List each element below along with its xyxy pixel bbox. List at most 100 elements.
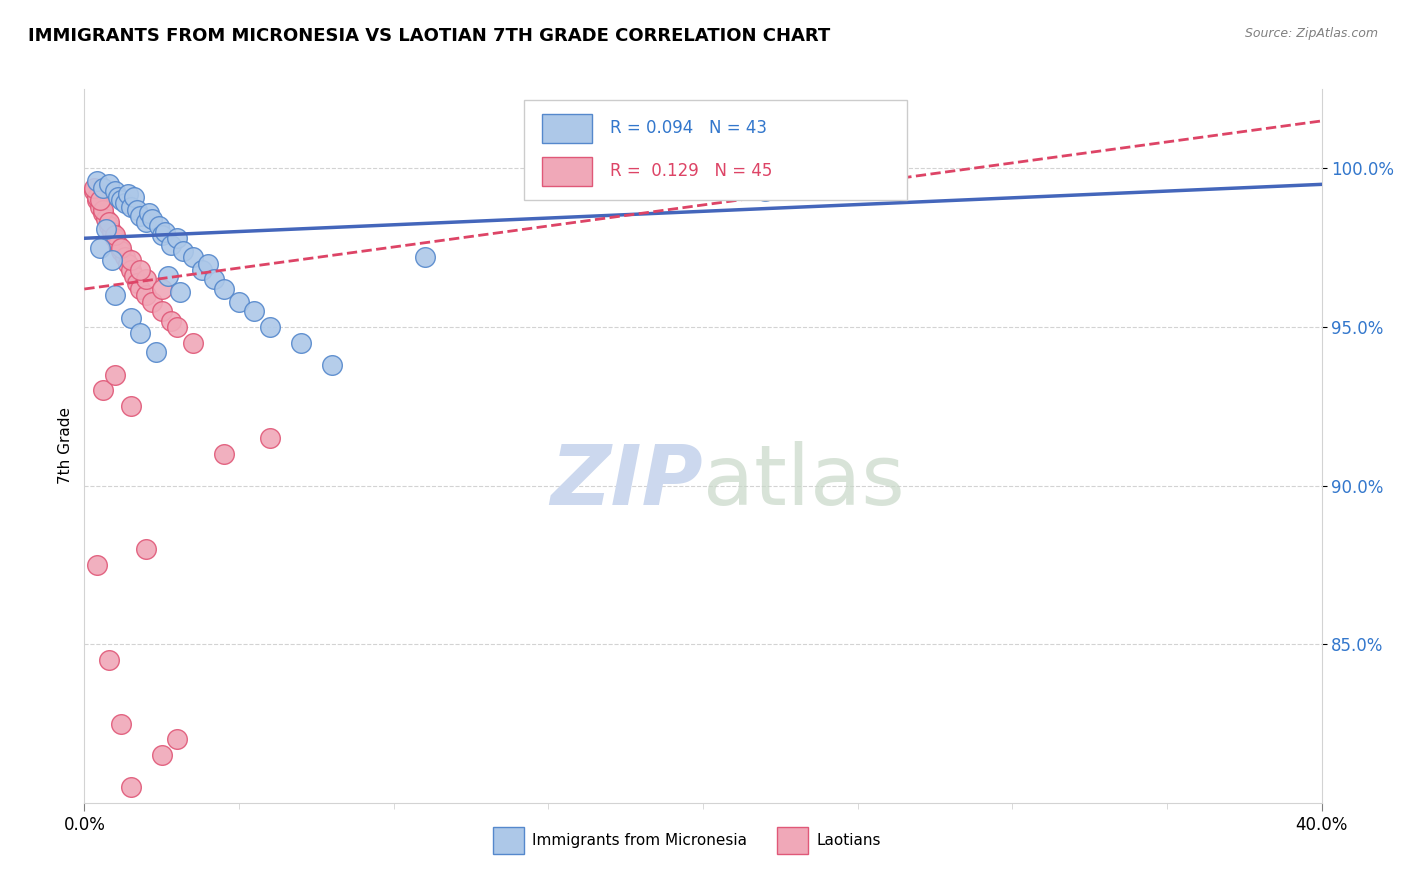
Point	[129, 209, 152, 223]
Point	[129, 282, 152, 296]
Point	[166, 732, 188, 747]
Point	[181, 335, 204, 350]
Point	[107, 190, 129, 204]
Point	[91, 202, 114, 217]
Text: R = 0.094   N = 43: R = 0.094 N = 43	[610, 120, 768, 137]
Point	[120, 253, 142, 268]
Point	[197, 257, 219, 271]
Y-axis label: 7th Grade: 7th Grade	[58, 408, 73, 484]
Point	[101, 225, 124, 239]
Point	[166, 320, 188, 334]
Point	[86, 558, 108, 572]
Point	[145, 345, 167, 359]
Point	[120, 400, 142, 414]
Point	[135, 542, 157, 557]
Point	[94, 212, 117, 227]
Point	[212, 447, 235, 461]
Text: Laotians: Laotians	[817, 833, 882, 848]
Point	[413, 250, 436, 264]
Point	[150, 228, 173, 243]
Point	[86, 174, 108, 188]
Point	[160, 237, 183, 252]
Text: ZIP: ZIP	[550, 442, 703, 522]
Point	[166, 231, 188, 245]
Point	[212, 282, 235, 296]
Point	[98, 178, 121, 192]
Point	[101, 253, 124, 268]
Point	[150, 748, 173, 763]
Bar	[543, 157, 592, 186]
Point	[89, 193, 111, 207]
Point	[754, 184, 776, 198]
Point	[107, 237, 129, 252]
Text: R =  0.129   N = 45: R = 0.129 N = 45	[610, 162, 772, 180]
Text: IMMIGRANTS FROM MICRONESIA VS LAOTIAN 7TH GRADE CORRELATION CHART: IMMIGRANTS FROM MICRONESIA VS LAOTIAN 7T…	[28, 27, 831, 45]
Point	[150, 282, 173, 296]
Point	[120, 780, 142, 794]
Point	[114, 196, 136, 211]
Bar	[543, 114, 592, 143]
Point	[191, 263, 214, 277]
Point	[110, 193, 132, 207]
Point	[83, 180, 105, 194]
Point	[104, 228, 127, 243]
Point	[94, 221, 117, 235]
Point	[86, 190, 108, 204]
Point	[141, 294, 163, 309]
Point	[104, 184, 127, 198]
Point	[114, 250, 136, 264]
Point	[138, 206, 160, 220]
Point	[110, 241, 132, 255]
Point	[148, 219, 170, 233]
Point	[104, 288, 127, 302]
Point	[125, 202, 148, 217]
Point	[89, 241, 111, 255]
Point	[172, 244, 194, 258]
Point	[120, 200, 142, 214]
Point	[120, 310, 142, 325]
Point	[110, 716, 132, 731]
Text: atlas: atlas	[703, 442, 904, 522]
Text: Source: ZipAtlas.com: Source: ZipAtlas.com	[1244, 27, 1378, 40]
Point	[129, 326, 152, 341]
Point	[259, 320, 281, 334]
Point	[135, 215, 157, 229]
Point	[141, 212, 163, 227]
Point	[169, 285, 191, 300]
Point	[135, 288, 157, 302]
Point	[91, 180, 114, 194]
Point	[98, 215, 121, 229]
Point	[150, 304, 173, 318]
Point	[290, 335, 312, 350]
Point	[104, 231, 127, 245]
Point	[692, 178, 714, 192]
Point	[259, 431, 281, 445]
Point	[125, 276, 148, 290]
FancyBboxPatch shape	[523, 100, 907, 200]
Point	[91, 384, 114, 398]
Point	[120, 263, 142, 277]
Point	[122, 269, 145, 284]
Point	[243, 304, 266, 318]
Point	[129, 263, 152, 277]
Point	[98, 219, 121, 233]
Point	[91, 206, 114, 220]
Point	[181, 250, 204, 264]
Point	[202, 272, 225, 286]
Point	[104, 368, 127, 382]
Point	[98, 653, 121, 667]
Point	[83, 184, 105, 198]
Point	[110, 244, 132, 258]
Point	[122, 190, 145, 204]
Point	[156, 269, 179, 284]
Point	[86, 193, 108, 207]
Point	[89, 200, 111, 214]
Point	[160, 314, 183, 328]
Bar	[492, 827, 523, 855]
Point	[228, 294, 250, 309]
Text: Immigrants from Micronesia: Immigrants from Micronesia	[533, 833, 747, 848]
Point	[153, 225, 176, 239]
Point	[117, 257, 139, 271]
Bar	[778, 827, 808, 855]
Point	[117, 186, 139, 201]
